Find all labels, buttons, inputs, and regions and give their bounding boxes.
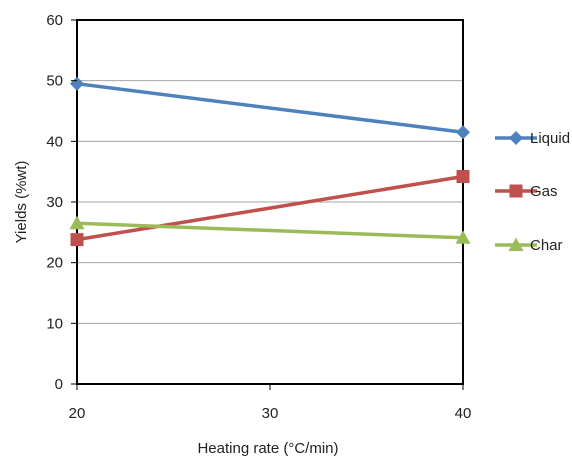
legend: Liquid Gas Char [495, 130, 570, 254]
y-tick-label: 40 [46, 133, 63, 150]
legend-label: Liquid [530, 130, 570, 147]
gas-point [70, 233, 84, 247]
liquid-point [70, 76, 84, 91]
y-tick-labels: 0 10 20 30 40 50 60 [46, 12, 77, 393]
legend-swatch-marker [508, 237, 524, 251]
x-tick-label: 20 [69, 405, 86, 422]
legend-label: Char [530, 237, 563, 254]
legend-entry-liquid: Liquid [495, 130, 570, 147]
y-tick-label: 30 [46, 194, 63, 211]
y-tick-label: 20 [46, 255, 63, 272]
char-point [69, 215, 85, 230]
legend-swatch-marker [509, 184, 523, 198]
series-liquid [70, 76, 470, 140]
x-tick-label: 40 [455, 405, 472, 422]
x-axis-title: Heating rate (°C/min) [197, 440, 338, 457]
series-layer [69, 76, 471, 247]
gridlines [77, 80, 463, 324]
series-gas [70, 170, 470, 247]
char-point [455, 230, 471, 244]
legend-label: Gas [530, 183, 558, 200]
legend-entry-char: Char [495, 237, 563, 254]
y-tick-label: 60 [46, 12, 63, 29]
legend-swatch-marker [509, 131, 523, 145]
y-tick-label: 50 [46, 73, 63, 90]
y-tick-label: 10 [46, 315, 63, 332]
y-axis-title: Yields (%wt) [13, 161, 30, 244]
legend-entry-gas: Gas [495, 183, 558, 200]
x-tick-label: 30 [262, 405, 279, 422]
liquid-point [456, 125, 470, 140]
gas-line [76, 174, 464, 242]
x-tick-labels: 20 30 40 [69, 384, 472, 422]
liquid-line [76, 81, 464, 134]
gas-point [456, 170, 470, 184]
char-line [76, 221, 464, 240]
y-tick-label: 0 [55, 376, 63, 393]
series-char [69, 215, 471, 244]
